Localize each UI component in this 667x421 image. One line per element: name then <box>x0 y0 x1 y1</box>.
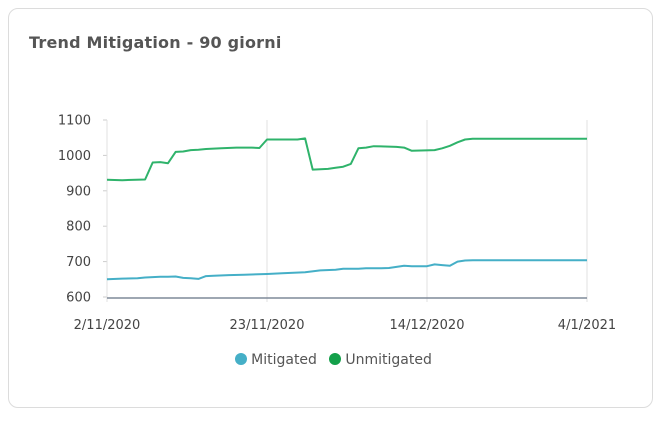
chart-title: Trend Mitigation - 90 giorni <box>29 33 282 52</box>
y-tick-label: 800 <box>66 220 91 235</box>
line-chart: 600 700 800 900 1000 1100 2/11/2020 23/11/2020 1… <box>58 114 616 334</box>
x-tick-label: 14/12/2020 <box>390 318 465 333</box>
legend-marker-mitigated <box>235 353 248 365</box>
legend-marker-unmitigated <box>329 353 342 365</box>
y-tick-label: 900 <box>66 184 91 199</box>
y-tick-label: 1100 <box>58 114 91 129</box>
legend-item-mitigated[interactable]: Mitigated <box>235 352 317 368</box>
x-tick-label: 4/1/2021 <box>558 318 616 333</box>
series-line-unmitigated <box>106 137 587 182</box>
series-line-mitigated <box>106 259 587 281</box>
legend-label-mitigated: Mitigated <box>251 352 317 368</box>
legend: Mitigated Unmitigated <box>0 352 667 368</box>
y-tick-label: 1000 <box>58 149 91 164</box>
x-tick-label: 2/11/2020 <box>74 318 141 333</box>
y-tick-label: 600 <box>66 291 91 306</box>
legend-item-unmitigated[interactable]: Unmitigated <box>329 352 432 368</box>
x-tick-label: 23/11/2020 <box>230 318 305 333</box>
chart-card: Trend Mitigation - 90 giorni <box>8 8 653 408</box>
legend-label-unmitigated: Unmitigated <box>345 352 432 368</box>
y-tick-label: 700 <box>66 255 91 270</box>
